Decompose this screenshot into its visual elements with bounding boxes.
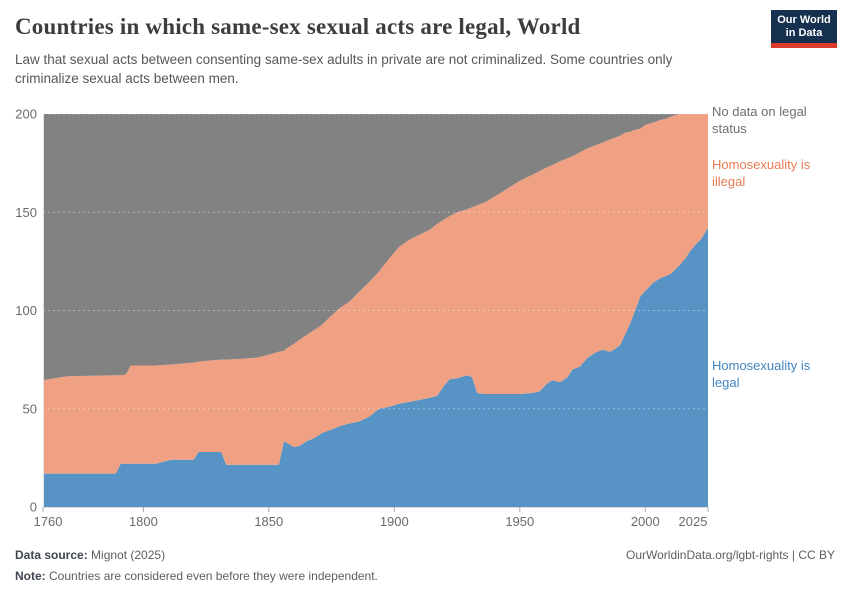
footer-note-row: Note: Countries are considered even befo… — [15, 569, 835, 583]
owid-logo-line1: Our World — [777, 13, 831, 26]
y-tick-label: 50 — [23, 401, 37, 416]
attribution-link[interactable]: OurWorldinData.org/lgbt-rights — [626, 548, 789, 562]
chart-footer: Data source: Mignot (2025) OurWorldinDat… — [15, 548, 835, 590]
footer-source-row: Data source: Mignot (2025) OurWorldinDat… — [15, 548, 835, 562]
y-tick-label: 100 — [15, 303, 37, 318]
note-value: Countries are considered even before the… — [45, 569, 378, 583]
x-tick-label: 1760 — [34, 514, 63, 529]
area-homosexuality-is-legal[interactable] — [43, 228, 708, 507]
y-tick-label: 200 — [15, 107, 37, 122]
x-tick-label: 1850 — [254, 514, 283, 529]
area-no-data-on-legal-status[interactable] — [43, 114, 708, 381]
legend-item-illegal[interactable]: Homosexuality is illegal — [712, 157, 811, 189]
y-tick-label: 0 — [30, 500, 37, 515]
chart-subtitle: Law that sexual acts between consenting … — [15, 52, 673, 86]
owid-logo-line2: in Data — [785, 26, 823, 39]
source-label: Data source: Mignot (2025) — [15, 548, 166, 562]
legend-item-no-data[interactable]: No data on legal status — [712, 104, 807, 136]
x-tick-label: 2000 — [631, 514, 660, 529]
legend-item-legal[interactable]: Homosexuality is legal — [712, 358, 811, 390]
chart-title: Countries in which same-sex sexual acts … — [15, 14, 581, 39]
area-homosexuality-is-illegal[interactable] — [43, 114, 708, 474]
y-tick-label: 150 — [15, 205, 37, 220]
x-tick-label: 1800 — [129, 514, 158, 529]
x-tick-label: 1950 — [505, 514, 534, 529]
note-label: Note: Countries are considered even befo… — [15, 569, 378, 583]
owid-logo: Our World in Data — [771, 10, 837, 48]
stacked-area-chart[interactable]: 0 50 100 150 200 1760 1800 1850 1900 1950 2000 2025… — [0, 0, 850, 545]
source-value: Mignot (2025) — [87, 548, 166, 562]
plot-svg[interactable]: 0 50 100 150 200 1760 1800 1850 1900 1950 2000 2025 — [0, 0, 850, 545]
attribution-license: | CC BY — [788, 548, 835, 562]
attribution: OurWorldinData.org/lgbt-rights | CC BY — [626, 548, 835, 562]
x-tick-label: 2025 — [679, 514, 708, 529]
x-tick-label: 1900 — [380, 514, 409, 529]
